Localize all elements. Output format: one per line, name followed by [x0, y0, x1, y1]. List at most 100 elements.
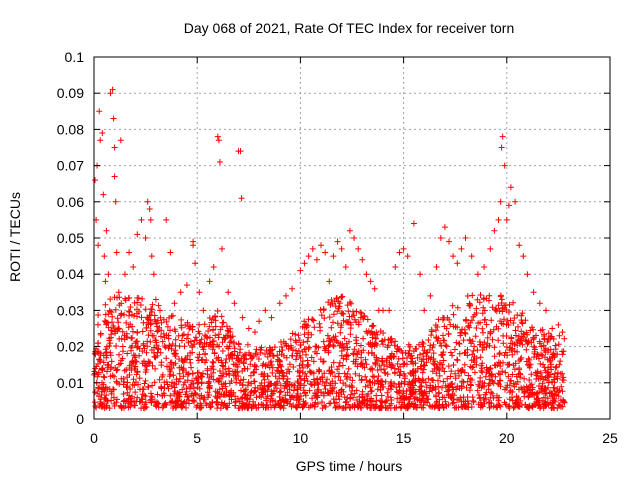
data-point [161, 343, 168, 349]
data-point [461, 369, 468, 376]
grid-lines [94, 57, 610, 419]
data-point [126, 401, 133, 408]
data-point [124, 389, 131, 396]
data-point [215, 378, 222, 385]
data-point [353, 387, 360, 394]
data-point [525, 394, 532, 401]
data-point [499, 368, 506, 375]
data-point [346, 383, 353, 390]
data-point [460, 379, 467, 385]
data-point [223, 323, 230, 330]
data-point [441, 224, 448, 231]
data-point [311, 324, 318, 331]
data-point [233, 398, 239, 405]
data-point [514, 378, 521, 385]
data-point [329, 336, 335, 343]
data-point [459, 378, 466, 385]
data-point [546, 371, 553, 378]
data-point [313, 256, 320, 263]
data-point [110, 115, 117, 122]
data-point [214, 308, 221, 314]
data-point [247, 361, 254, 368]
data-point [477, 319, 484, 326]
data-point [350, 394, 357, 401]
data-point [454, 260, 461, 267]
data-point [210, 376, 217, 383]
data-point [157, 314, 164, 321]
data-point [328, 324, 335, 331]
data-point [384, 371, 391, 378]
data-point [441, 337, 448, 344]
data-point [200, 307, 207, 314]
data-point [456, 341, 463, 347]
data-point [95, 385, 102, 392]
data-point [170, 405, 177, 411]
data-point [360, 335, 367, 342]
data-point [233, 361, 240, 368]
data-point [462, 349, 469, 356]
data-point [518, 328, 525, 335]
data-point [253, 394, 260, 401]
data-point [484, 334, 491, 341]
data-point [219, 348, 226, 354]
data-point [323, 345, 329, 352]
data-point [103, 319, 109, 325]
data-point [258, 386, 265, 393]
data-point [163, 355, 170, 362]
data-point [421, 307, 428, 314]
data-point [275, 364, 282, 371]
data-point [214, 377, 221, 384]
data-point [384, 363, 391, 370]
data-point [353, 340, 360, 347]
y-tick-label: 0.09 [57, 85, 84, 101]
data-point [554, 373, 560, 380]
data-point [114, 327, 121, 334]
data-point [423, 384, 430, 391]
data-point [117, 137, 124, 144]
data-point [527, 361, 534, 368]
data-point [466, 387, 473, 394]
data-point [402, 405, 409, 412]
data-point [354, 402, 361, 409]
data-point [511, 315, 518, 322]
data-point [516, 242, 523, 249]
data-point [205, 380, 212, 387]
data-point [544, 395, 551, 402]
data-point [506, 402, 513, 409]
data-point [316, 368, 323, 374]
data-point [130, 264, 137, 270]
data-point [134, 394, 141, 401]
data-point [108, 331, 115, 338]
data-point [142, 235, 149, 241]
data-point [374, 331, 381, 338]
data-point [507, 184, 514, 191]
data-point [147, 327, 154, 334]
data-point [325, 349, 332, 356]
data-point [207, 404, 214, 411]
data-point [500, 340, 507, 347]
data-point [255, 356, 262, 362]
data-point [399, 355, 406, 362]
data-point [190, 385, 197, 392]
data-point [554, 369, 561, 376]
data-point [358, 377, 365, 384]
data-point [449, 390, 456, 397]
data-point [468, 382, 474, 389]
data-point [396, 399, 403, 406]
data-point [332, 404, 339, 411]
data-point [149, 394, 156, 401]
data-point [163, 216, 170, 223]
data-point [537, 405, 543, 412]
data-point [166, 366, 173, 373]
data-point [483, 389, 490, 396]
data-point [551, 388, 558, 395]
data-point [116, 351, 122, 358]
data-point [551, 354, 558, 361]
data-point [334, 320, 341, 327]
data-point [545, 330, 552, 337]
data-point [343, 340, 350, 347]
data-point [449, 302, 456, 309]
data-point [497, 198, 504, 205]
data-point [358, 349, 365, 356]
data-point [301, 401, 308, 407]
